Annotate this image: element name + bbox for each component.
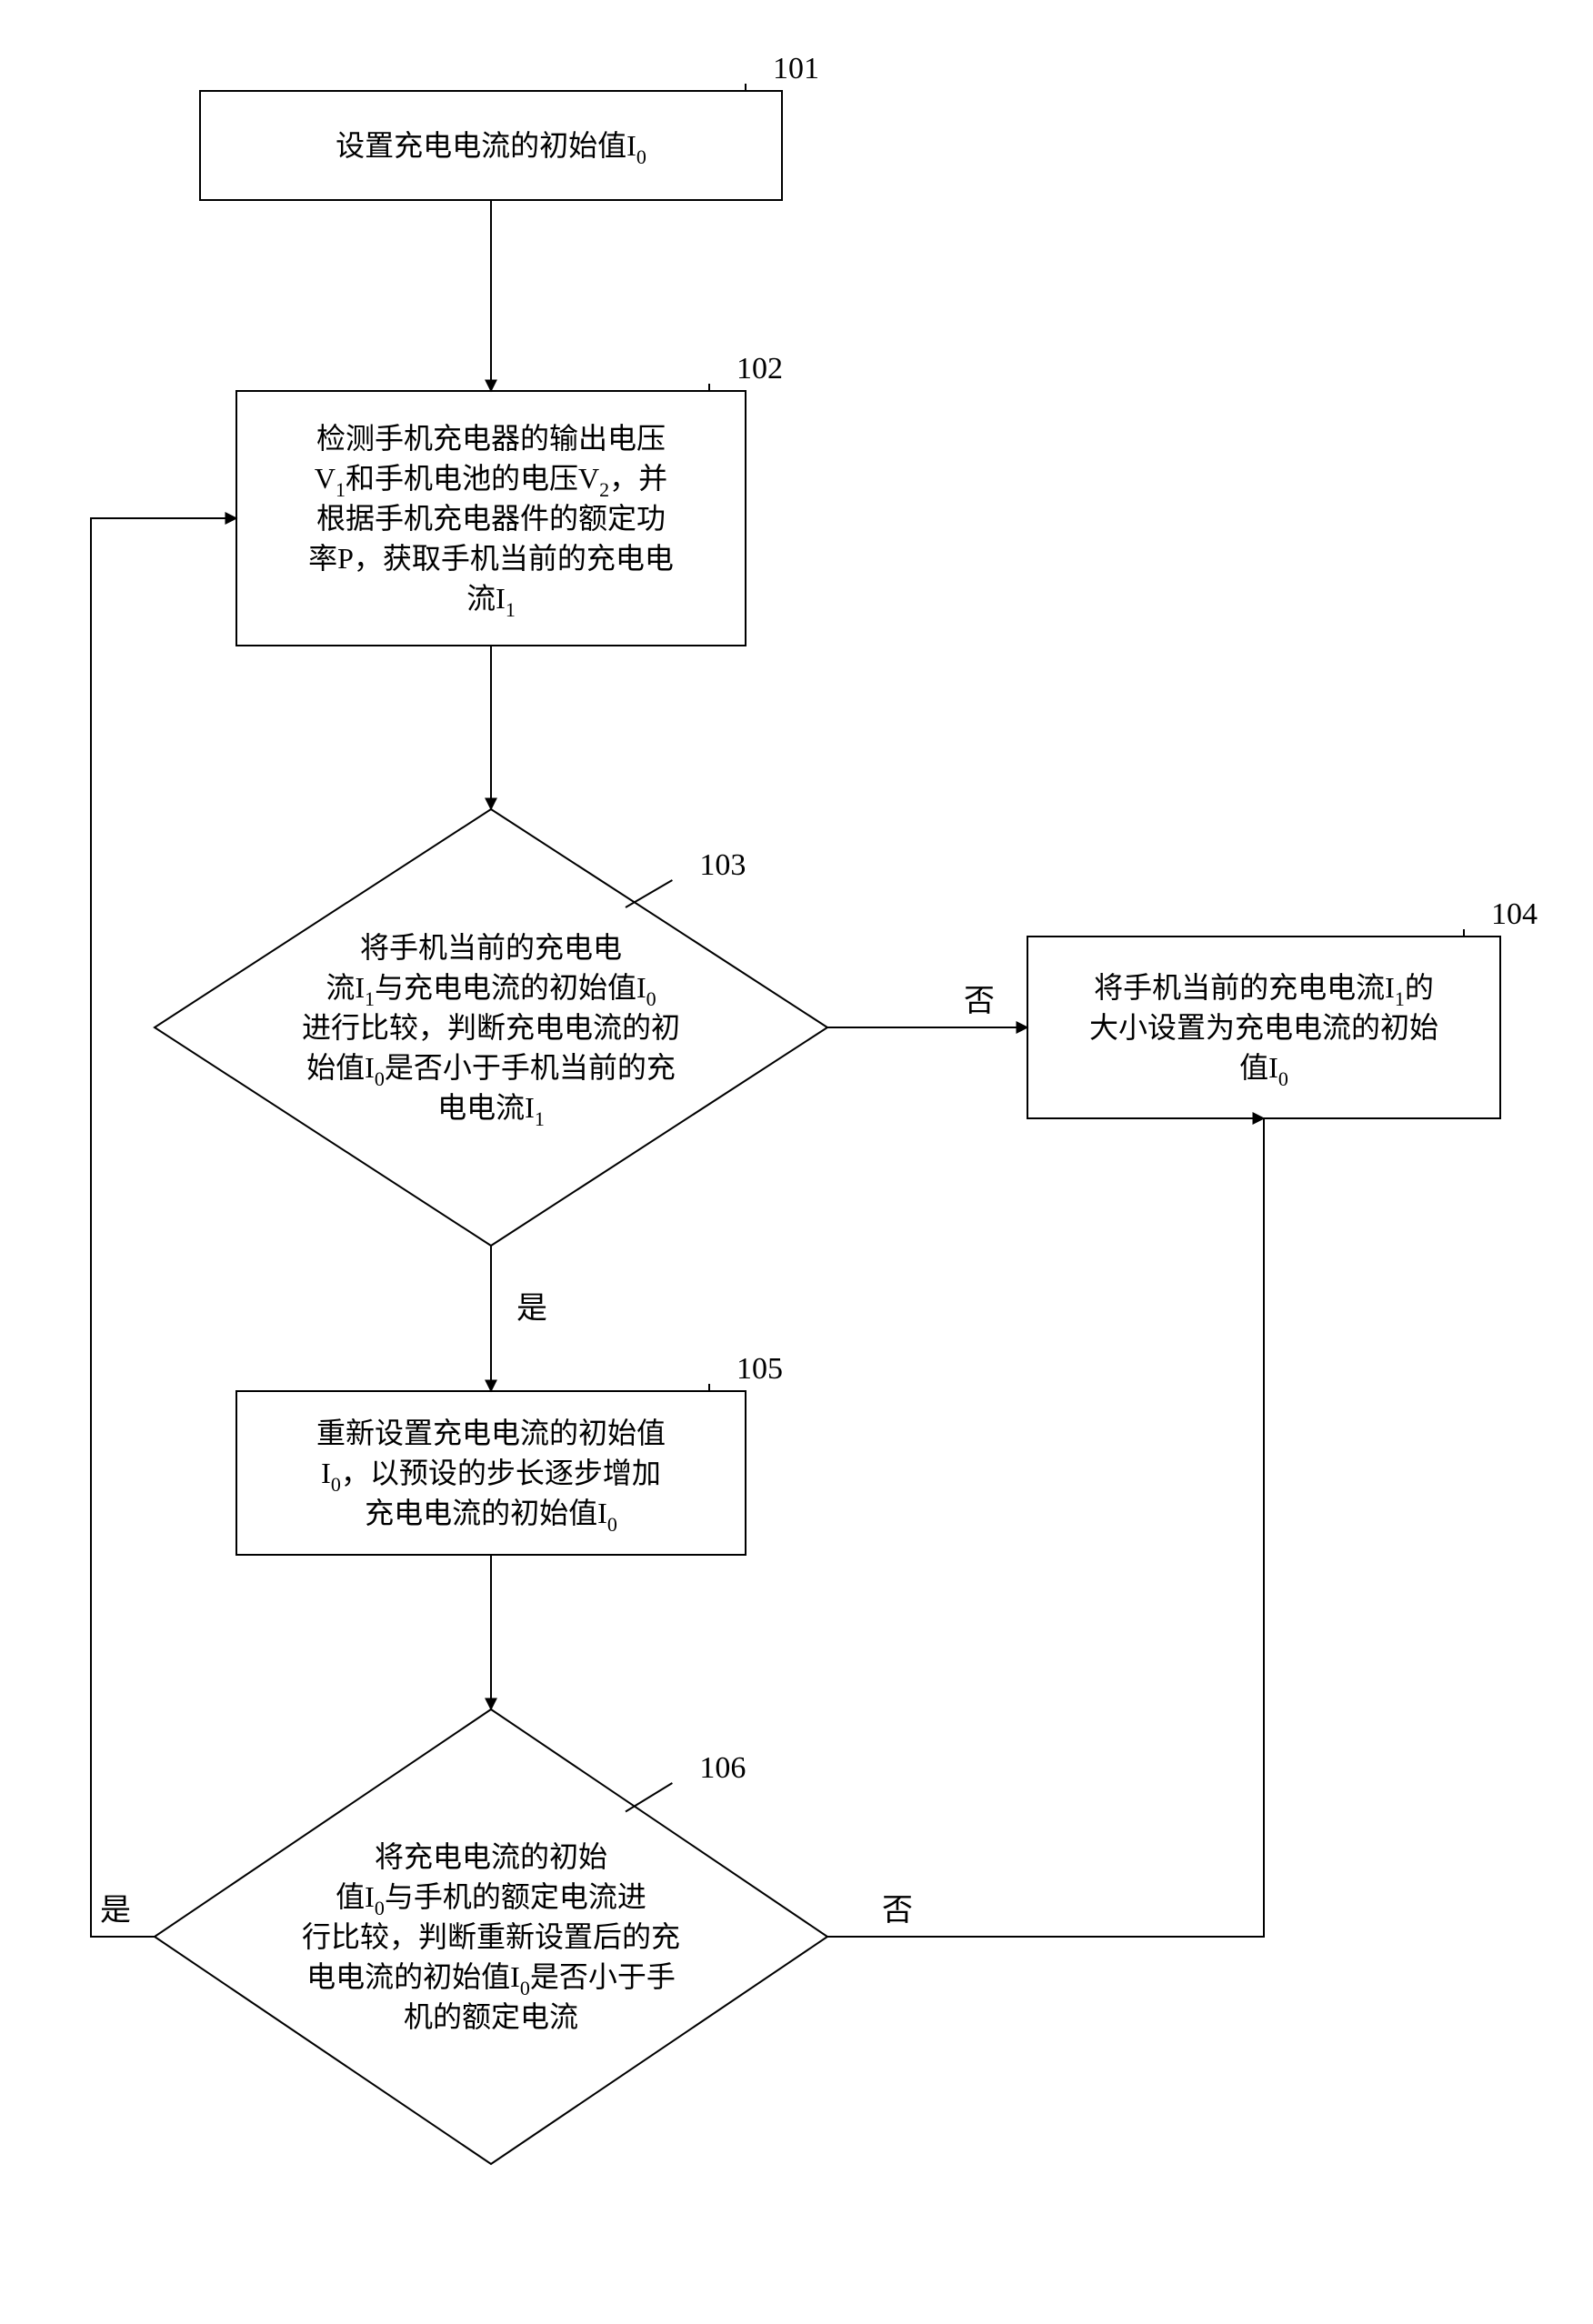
process-text-line: 值I0 [1239, 1051, 1288, 1090]
process-text-line: 将手机当前的充电电流I1的 [1094, 971, 1434, 1010]
process-text-line: V1和手机电池的电压V2，并 [315, 462, 667, 501]
edge-label: 是 [516, 1292, 547, 1326]
decision-text-line: 进行比较，判断充电电流的初 [302, 1011, 680, 1044]
process-text-line: 流I1 [466, 582, 516, 621]
decision-text-line: 电电流I1 [437, 1091, 545, 1130]
process-text-line: 根据手机充电器件的额定功 [316, 502, 666, 535]
edge-label: 否 [964, 985, 995, 1018]
ref-label: 105 [736, 1352, 783, 1386]
decision-text-line: 将手机当前的充电电 [360, 931, 622, 964]
process-text-line: 大小设置为充电电流的初始 [1089, 1011, 1438, 1044]
flow-node-n105: 重新设置充电电流的初始值 I0，以预设的步长逐步增加充电电流的初始值I0 105 [236, 1352, 783, 1555]
edge-label: 否 [882, 1894, 913, 1928]
decision-text-line: 值I0与手机的额定电流进 [336, 1880, 646, 1919]
decision-text-line: 流I1与充电电流的初始值I0 [326, 971, 656, 1010]
process-text-line: I0，以预设的步长逐步增加 [321, 1457, 661, 1496]
decision-text-line: 行比较，判断重新设置后的充 [302, 1920, 680, 1953]
process-text-line: 设置充电电流的初始值I0 [336, 129, 646, 168]
edge-label: 是 [100, 1894, 131, 1928]
ref-label: 106 [699, 1751, 746, 1785]
process-text-line: 率P，获取手机当前的充电电 [308, 542, 674, 575]
flow-node-n101: 设置充电电流的初始值I0 101 [200, 52, 819, 200]
flow-node-n103: 将手机当前的充电电流I1与充电电流的初始值I0进行比较，判断充电电流的初始值I0… [155, 809, 827, 1246]
decision-text-line: 将充电电流的初始 [375, 1840, 607, 1873]
ref-leader [626, 1783, 672, 1812]
flow-node-n106: 将充电电流的初始值I0与手机的额定电流进行比较，判断重新设置后的充电电流的初始值… [155, 1709, 827, 2164]
flow-edge [827, 1118, 1264, 1937]
ref-label: 101 [773, 52, 819, 85]
ref-label: 103 [699, 848, 746, 882]
process-text-line: 检测手机充电器的输出电压 [316, 422, 666, 455]
ref-label: 104 [1491, 897, 1538, 931]
decision-text-line: 电电流的初始值I0是否小于手 [306, 1960, 676, 1999]
decision-text-line: 始值I0是否小于手机当前的充 [306, 1051, 676, 1090]
process-text-line: 充电电流的初始值I0 [365, 1497, 617, 1536]
flow-node-n102: 检测手机充电器的输出电压 V1和手机电池的电压V2，并根据手机充电器件的额定功率P… [236, 352, 783, 646]
decision-text-line: 机的额定电流 [404, 2000, 578, 2033]
ref-label: 102 [736, 352, 783, 386]
ref-leader [626, 880, 672, 907]
process-text-line: 重新设置充电电流的初始值 [316, 1417, 666, 1449]
flow-edge [91, 518, 236, 1937]
flow-node-n104: 将手机当前的充电电流I1的大小设置为充电电流的初始值I0 104 [1027, 897, 1538, 1118]
